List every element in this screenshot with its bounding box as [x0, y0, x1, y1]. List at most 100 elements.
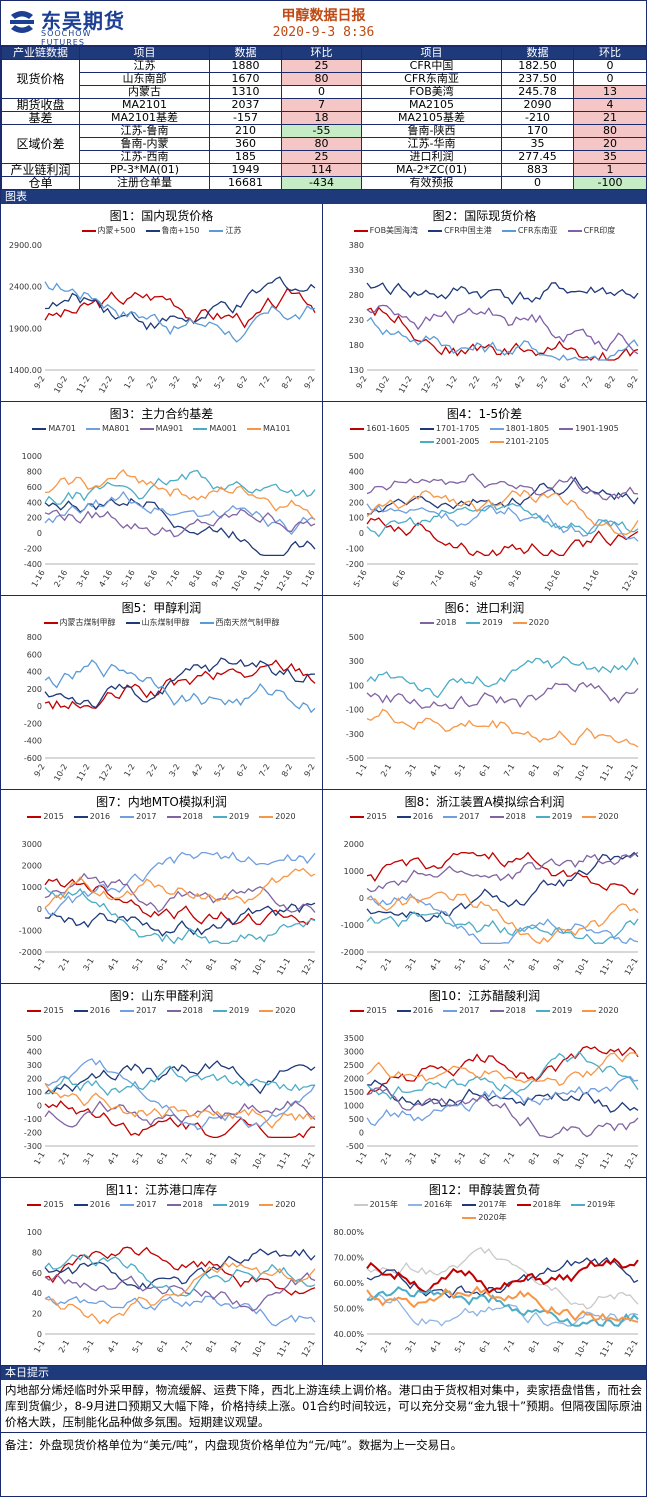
- y-tick-label: 500: [349, 452, 364, 461]
- legend-item: 内蒙+500: [81, 224, 136, 237]
- legend-item: 2001-2005: [419, 435, 480, 448]
- x-tick-label: 10-16: [543, 569, 562, 594]
- chart-legend: 2015 2016 2017 2018 2019 2020: [5, 810, 318, 823]
- y-tick-label: 0: [37, 1330, 42, 1339]
- legend-item: 2017: [443, 1004, 480, 1017]
- y-tick-label: 600: [27, 483, 42, 492]
- chart-title: 图3：主力合约基差: [109, 407, 214, 421]
- series-line: [366, 502, 639, 538]
- chart-legend: 1601-1605 1701-1705 1801-1805 1901-1905 2001…: [327, 422, 642, 448]
- note-text: 备注：外盘现货价格单位为“美元/吨”，内盘现货价格单位为“元/吨”。数据为上一交…: [1, 1432, 646, 1457]
- y-tick-label: 3000: [344, 1048, 364, 1057]
- y-tick-label: 2000: [344, 840, 364, 849]
- y-tick-label: 300: [349, 657, 364, 666]
- legend-swatch: [489, 1009, 504, 1012]
- legend-label: 2001-2005: [435, 437, 480, 446]
- legend-label: 鲁南+150: [161, 226, 200, 235]
- x-tick-label: 12-1: [623, 957, 640, 977]
- x-tick-label: 6-1: [478, 1151, 492, 1167]
- series-line: [44, 659, 316, 710]
- legend-label: 2016: [412, 812, 434, 821]
- value-cell: 277.45: [501, 150, 574, 164]
- x-tick-label: 12-1: [300, 1151, 317, 1171]
- item-cell: CFR中国: [361, 59, 502, 73]
- item-cell: 江苏-鲁南: [79, 124, 210, 138]
- x-tick-label: 3-1: [81, 1339, 95, 1355]
- y-tick-label: -600: [24, 754, 42, 763]
- chart-legend: 内蒙古煤制甲醇 山东煤制甲醇 西南天然气制甲醇: [5, 616, 318, 629]
- x-tick-label: 2-1: [57, 957, 71, 973]
- series-line: [44, 878, 316, 926]
- x-tick-label: 4-1: [428, 1339, 442, 1355]
- legend-label: 2018: [182, 1200, 203, 1209]
- chart-legend: 2015 2016 2017 2018 2019 2020: [327, 1004, 642, 1017]
- chart-c9: 图9：山东甲醛利润 2015 2016 2017 2018 2019 2020 500 400 3…: [1, 984, 323, 1178]
- series-line: [366, 1286, 639, 1327]
- chart-legend: 内蒙+500 鲁南+150 江苏: [5, 224, 318, 237]
- chart-plot: 100 80 60 40 20 01-1 2-1 3-1 4-1 5-1 6-1 7-1 8-1 9-1 1…: [27, 1228, 317, 1359]
- chart-c11: 图11：江苏港口库存 2015 2016 2017 2018 2019 2020 100 80 6…: [1, 1178, 323, 1366]
- y-tick-label: 330: [349, 266, 364, 275]
- chart-title: 图4：1-5价差: [446, 407, 523, 421]
- series-line: [44, 1271, 316, 1312]
- legend-swatch: [353, 1203, 368, 1206]
- x-tick-label: 12-16: [275, 569, 294, 594]
- legend-item: MA801: [86, 422, 130, 435]
- item-cell: 注册仓单量: [79, 176, 210, 190]
- x-tick-label: 12-2: [97, 763, 114, 783]
- table-header-cell: 产业链数据: [1, 46, 80, 60]
- legend-swatch: [86, 427, 101, 430]
- legend-label: 2017: [136, 1200, 157, 1209]
- change-cell: 25: [281, 150, 362, 164]
- x-tick-label: 9-1: [551, 1151, 565, 1167]
- chart-title: 图11：江苏港口库存: [105, 1183, 218, 1197]
- series-line: [44, 508, 316, 538]
- y-tick-label: -500: [346, 754, 364, 763]
- legend-swatch: [27, 1009, 42, 1012]
- x-tick-label: 10-1: [574, 957, 591, 977]
- x-tick-label: 2-1: [379, 1151, 393, 1167]
- y-tick-label: 0: [359, 1129, 364, 1138]
- logo-text-cn: 东吴期货: [41, 9, 125, 33]
- y-tick-label: 280: [349, 291, 364, 300]
- tips-text: 内地部分烯烃临时外采甲醇，物流缓解、运费下降，西北上游连续上调价格。港口由于货权…: [5, 1383, 642, 1429]
- x-tick-label: 11-1: [598, 1151, 615, 1171]
- value-cell: 0: [501, 176, 574, 190]
- legend-item: 2017: [443, 810, 480, 823]
- legend-item: 2015年: [353, 1198, 398, 1211]
- y-tick-label: 100: [27, 1228, 42, 1237]
- legend-item: 2016: [73, 1198, 110, 1211]
- x-tick-label: 3-2: [167, 375, 181, 391]
- y-tick-label: 50.00%: [333, 1305, 364, 1314]
- y-tick-label: 2500: [344, 1061, 364, 1070]
- x-tick-label: 9-1: [229, 1151, 243, 1167]
- x-tick-label: 5-1: [131, 957, 145, 973]
- legend-item: 2017年: [462, 1198, 507, 1211]
- x-tick-label: 1-1: [354, 763, 368, 779]
- series-line: [366, 282, 639, 305]
- legend-swatch: [419, 440, 434, 443]
- x-tick-label: 2-2: [145, 763, 159, 779]
- x-tick-label: 5-1: [131, 1151, 145, 1167]
- legend-item: 2019: [466, 616, 503, 629]
- y-tick-label: 200: [349, 498, 364, 507]
- series-line: [44, 902, 316, 937]
- change-cell: 114: [281, 163, 362, 177]
- x-tick-label: 7-1: [180, 1151, 194, 1167]
- x-tick-label: 4-1: [428, 763, 442, 779]
- table-header-cell: 数据: [209, 46, 282, 60]
- item-cell: MA-2*ZC(01): [361, 163, 502, 177]
- y-tick-label: 230: [349, 316, 364, 325]
- legend-label: 2018: [505, 812, 526, 821]
- x-tick-label: 5-1: [453, 957, 467, 973]
- x-tick-label: 10-1: [574, 1339, 591, 1359]
- x-tick-label: 6-1: [155, 1339, 169, 1355]
- x-tick-label: 9-2: [354, 375, 368, 391]
- table-row: 产业链利润 PP-3*MA(01) 1949 114 MA-2*ZC(01) 883 1: [1, 163, 647, 177]
- item-cell: 有效预报: [361, 176, 502, 190]
- y-tick-label: 3500: [344, 1034, 364, 1043]
- legend-label: 2015: [43, 1006, 64, 1015]
